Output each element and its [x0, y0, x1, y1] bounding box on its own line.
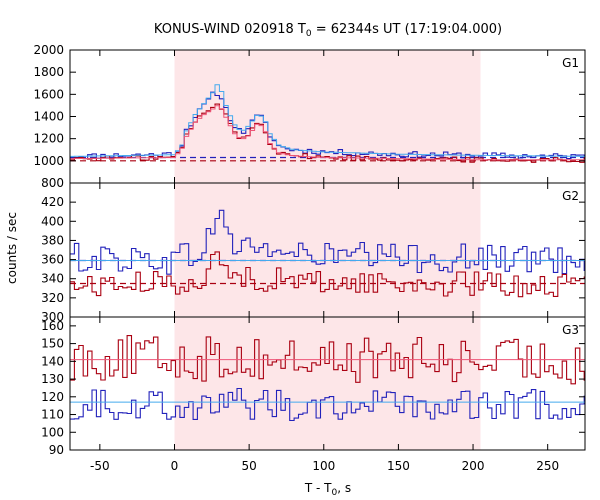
y-tick-label: 300 — [41, 310, 64, 324]
y-tick-label: 90 — [49, 443, 64, 457]
y-tick-label: 360 — [41, 253, 64, 267]
y-tick-label: 420 — [41, 195, 64, 209]
series-counts-blue — [70, 209, 585, 275]
y-tick-label: 130 — [41, 372, 64, 386]
x-tick-label: 50 — [241, 459, 256, 473]
series-counts-blue — [70, 387, 585, 422]
y-tick-label: 140 — [41, 354, 64, 368]
x-tick-label: 200 — [462, 459, 485, 473]
x-tick-label: 100 — [312, 459, 335, 473]
x-tick-label: 250 — [536, 459, 559, 473]
panel-label: G1 — [562, 56, 579, 70]
series-counts-red — [70, 103, 585, 163]
y-tick-label: 2000 — [33, 43, 64, 57]
panel-g1: 800 1000 1200 1400 1600 1800 2000 G1 — [33, 43, 586, 190]
y-tick-label: 340 — [41, 272, 64, 286]
series-model-pink — [70, 105, 585, 161]
panel-label: G2 — [562, 189, 579, 203]
y-tick-label: 150 — [41, 337, 64, 351]
series-counts-red — [70, 251, 585, 298]
x-tick-label: -50 — [90, 459, 110, 473]
x-tick-label: 150 — [387, 459, 410, 473]
y-tick-label: 1000 — [33, 154, 64, 168]
y-tick-label: 110 — [41, 408, 64, 422]
y-tick-label: 380 — [41, 233, 64, 247]
y-tick-label: 320 — [41, 291, 64, 305]
y-tick-label: 1800 — [33, 65, 64, 79]
panel-frame — [69, 316, 586, 451]
chart-plot-area: 800100012001400160018002000G130032034036… — [33, 43, 586, 473]
x-tick-label: 0 — [171, 459, 179, 473]
series-counts-red — [70, 335, 585, 385]
panel-label: G3 — [562, 323, 579, 337]
y-tick-label: 160 — [41, 319, 64, 333]
burst-interval-highlight — [174, 50, 481, 450]
y-axis-label: counts / sec — [5, 212, 19, 284]
y-tick-label: 400 — [41, 214, 64, 228]
x-axis-label: T - T0, s — [304, 481, 351, 498]
y-tick-label: 120 — [41, 390, 64, 404]
y-tick-label: 1400 — [33, 110, 64, 124]
y-tick-label: 1600 — [33, 87, 64, 101]
series-model-cyan — [70, 84, 585, 157]
y-tick-label: 800 — [41, 176, 64, 190]
chart-title: KONUS-WIND 020918 T0 = 62344s UT (17:19:… — [154, 22, 502, 39]
panel-g3: 90 100 110 120 130 140 150 160 G3 — [41, 316, 586, 457]
y-tick-label: 100 — [41, 425, 64, 439]
y-tick-label: 1200 — [33, 132, 64, 146]
